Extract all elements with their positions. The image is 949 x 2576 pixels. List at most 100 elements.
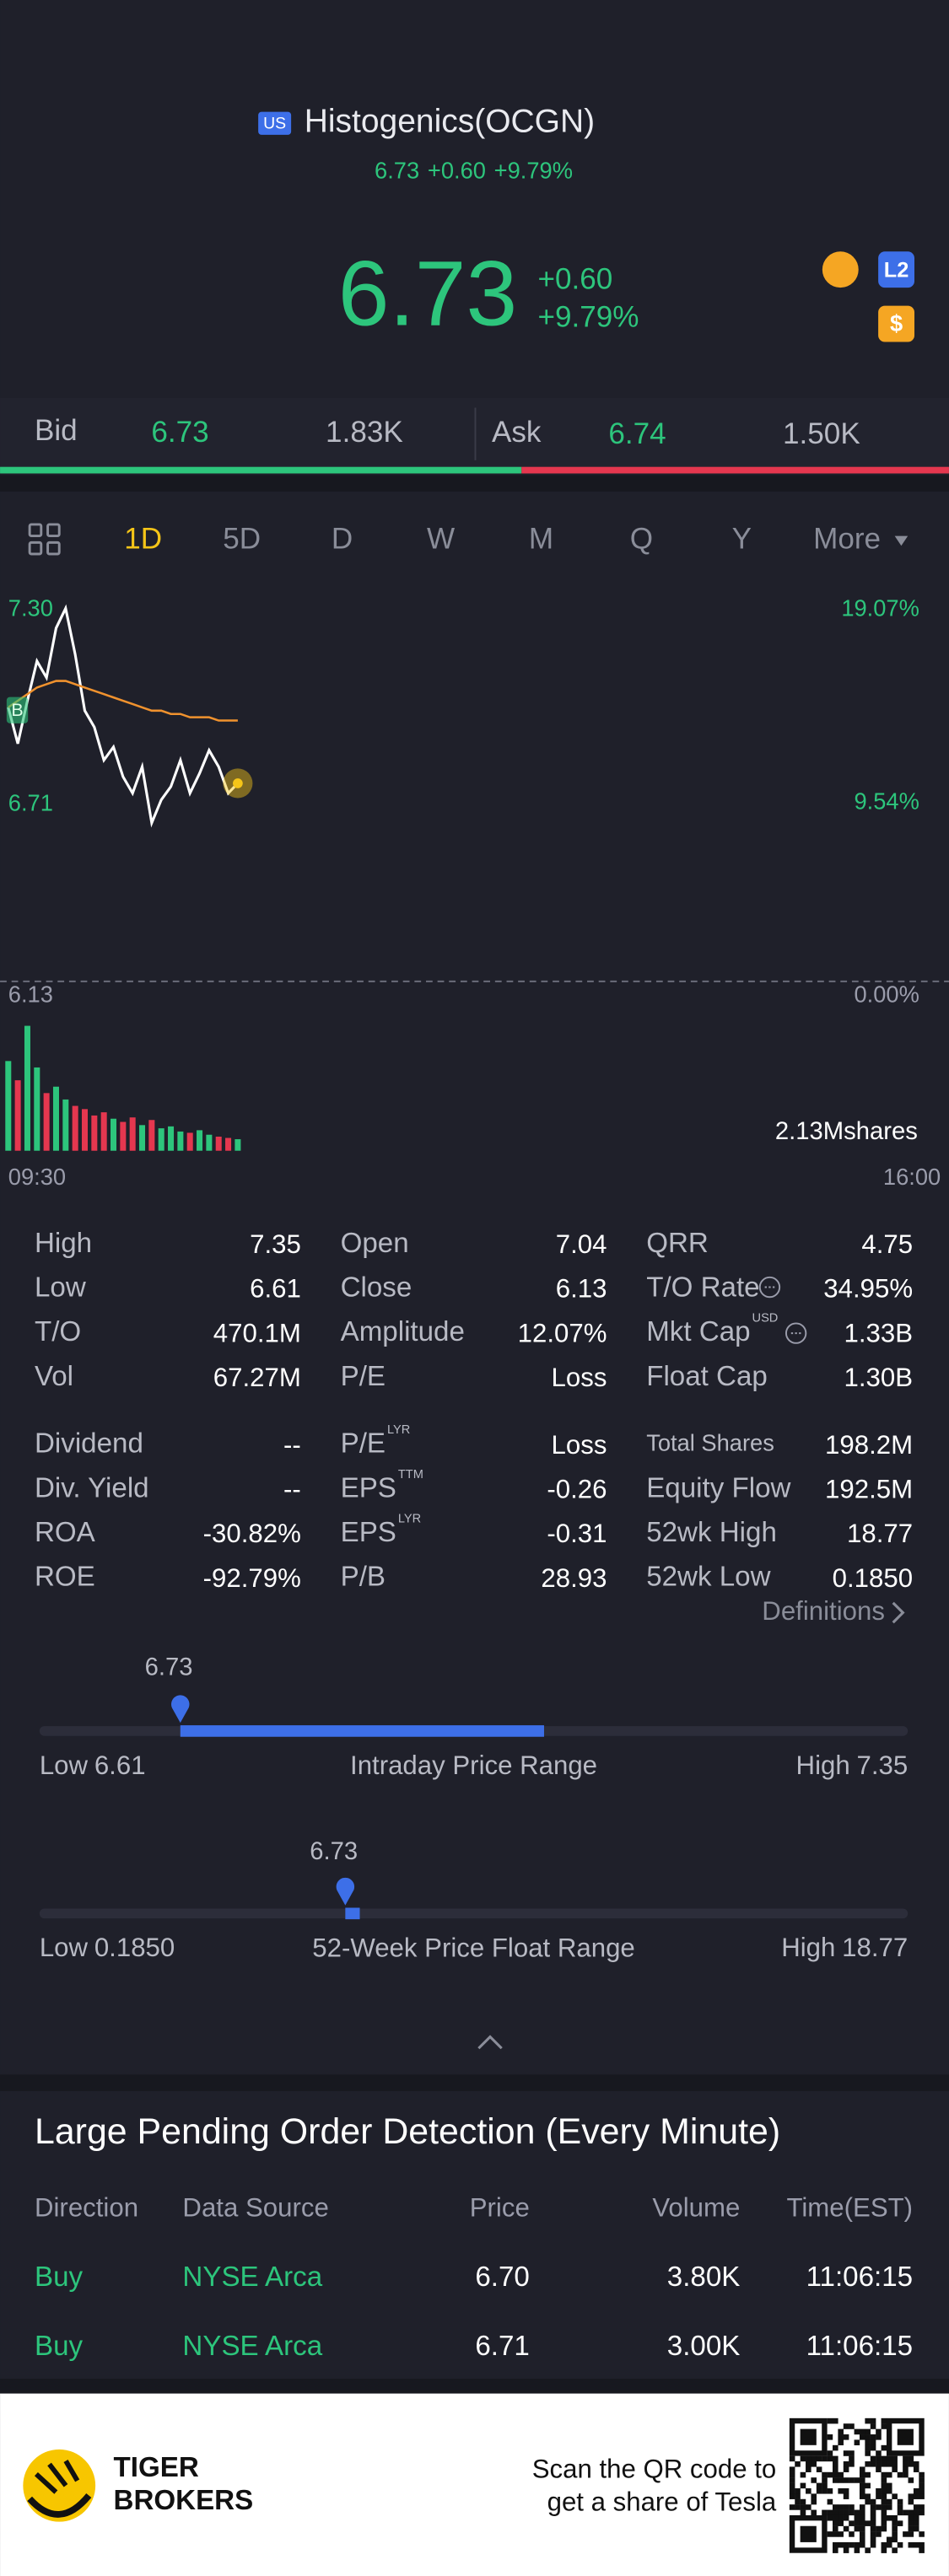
icon[interactable] [822,251,859,288]
tab[interactable]: 5D [223,523,261,556]
qr-module [859,2520,865,2526]
qr-module [838,2439,844,2446]
qr-module [865,2444,871,2451]
stat-label-text: T/O [35,1316,81,1347]
qr-module [859,2504,865,2510]
stat-value: -- [283,1475,301,1504]
qr-module [806,2466,812,2472]
column-header: Price [470,2192,530,2222]
stat-label-text: P/E [341,1428,386,1459]
qr-module [892,2466,898,2472]
collapse-arrow[interactable] [477,2035,503,2050]
qr-module [865,2493,871,2499]
stat-label-sup: LYR [387,1423,410,1437]
qr-module [881,2547,887,2553]
volume-bar [186,1132,193,1151]
volume-bar [81,1109,89,1151]
qr-module [859,2471,865,2478]
stat-label: Float Cap [646,1361,768,1392]
order-cell: Buy [35,2331,84,2362]
range-track [39,1908,909,1919]
qr-module [827,2434,833,2440]
qr-module [919,2477,925,2483]
column-header: Data Source [182,2192,328,2222]
qr-module [859,2466,865,2472]
tab[interactable]: Q [630,523,653,556]
stat-value: 67.27M [213,1363,301,1392]
volume-bar [148,1120,155,1151]
qr-module [854,2509,860,2516]
qr-module [833,2466,838,2472]
stat-value: 6.61 [250,1274,301,1304]
range-low-label: Low [40,1750,89,1780]
qr-module [876,2460,882,2467]
volume-bar [110,1118,117,1151]
qr-module [806,2455,812,2462]
qr-module [859,2525,865,2532]
qr-module [886,2504,892,2510]
qr-module [843,2547,849,2553]
icon-glyph: $ [890,310,903,336]
volume-bar [24,1025,30,1151]
stat-label: EPS TTM [341,1468,423,1503]
qr-module [881,2525,887,2532]
qr-module [876,2531,882,2537]
tab[interactable]: Y [732,523,752,556]
qr-module [870,2417,876,2424]
bid-bar [0,466,522,474]
definitions-link[interactable]: Definitions [762,1596,885,1626]
qr-module [843,2423,849,2429]
tab[interactable]: More [813,523,881,556]
qr-module [795,2487,801,2494]
qr-module [800,2509,806,2516]
qr-module [859,2531,865,2537]
volume-bar [14,1080,21,1151]
qr-module [876,2525,882,2532]
qr-module [827,2471,833,2478]
stat-value: 12.07% [518,1318,607,1347]
y2-tick-label: 9.54% [855,788,919,814]
qr-module [892,2536,898,2543]
qr-module [838,2520,844,2526]
qr-module [816,2455,822,2462]
stat-label: P/E [341,1361,386,1392]
stat-label: Mkt Cap USD [646,1311,778,1347]
ask-bar [521,466,949,474]
qr-module [833,2477,838,2483]
qr-module [908,2498,914,2505]
layout-icon[interactable] [28,523,61,556]
tab[interactable]: M [529,523,553,556]
stat-label-text: EPS [341,1472,396,1503]
order-cell: 6.70 [475,2261,529,2293]
qr-module [838,2514,844,2521]
stat-label-text: 52wk Low [646,1561,770,1592]
y2-tick-label: 0.00% [855,981,919,1008]
stat-label: 52wk High [646,1517,777,1548]
icon[interactable] [878,251,915,288]
qr-module [854,2525,860,2532]
dropdown-arrow[interactable] [894,535,909,546]
info-icon[interactable] [758,1276,781,1299]
qr-module [919,2547,925,2553]
qr-module [876,2455,882,2462]
tab[interactable]: D [332,523,353,556]
last-price: 6.73 [338,243,517,346]
qr-module [892,2493,898,2499]
separator [0,475,949,492]
qr-module [892,2547,898,2553]
chevron[interactable] [892,1601,905,1624]
stat-value: 6.13 [556,1274,607,1304]
qr-module [859,2493,865,2499]
qr-module [827,2487,833,2494]
qr-finder [789,2514,828,2553]
tab[interactable]: W [427,523,455,556]
qr-module [881,2498,887,2505]
qr-module [849,2423,855,2429]
info-icon[interactable] [785,1322,807,1344]
qr-module [865,2471,871,2478]
icon[interactable] [878,305,915,342]
tab[interactable]: 1D [124,523,162,556]
order-cell: 11:06:15 [806,2261,913,2293]
order-cell: Buy [35,2261,84,2293]
qr-module [881,2423,887,2429]
